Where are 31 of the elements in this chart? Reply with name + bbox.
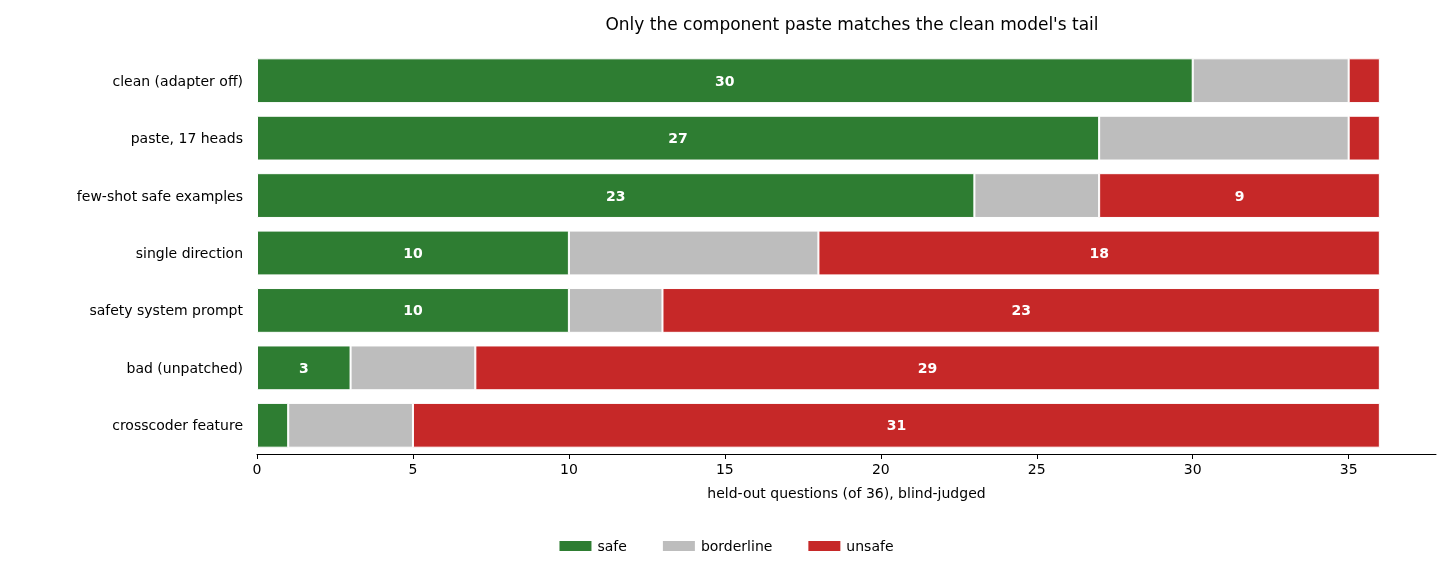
- chart-title: Only the component paste matches the clean model's tail: [605, 13, 1099, 34]
- x-axis-title: held-out questions (of 36), blind-judged: [707, 485, 986, 501]
- x-tick-label: 30: [1183, 461, 1202, 477]
- x-tick-label: 10: [559, 461, 578, 477]
- legend-label: borderline: [700, 538, 773, 554]
- data-label: 30: [715, 72, 735, 89]
- data-label: 3: [298, 359, 309, 376]
- data-label: 31: [886, 417, 907, 434]
- legend-label: unsafe: [846, 538, 894, 554]
- x-tick-label: 25: [1027, 461, 1046, 477]
- data-label: 23: [605, 187, 626, 204]
- data-label: 23: [1011, 302, 1031, 319]
- data-label: 10: [403, 302, 423, 319]
- x-tick-label: 15: [715, 461, 734, 477]
- data-label: 18: [1089, 245, 1109, 261]
- y-tick-label: single direction: [135, 245, 243, 261]
- y-tick-label: bad (unpatched): [126, 359, 243, 376]
- x-tick-label: 0: [252, 461, 262, 477]
- data-label: 10: [403, 245, 423, 261]
- data-label: 27: [668, 130, 688, 147]
- y-tick-label: few-shot safe examples: [76, 187, 243, 204]
- x-tick-label: 20: [871, 461, 890, 477]
- data-label: 29: [917, 359, 938, 376]
- x-tick-label: 5: [408, 461, 418, 477]
- legend-label: safe: [597, 538, 627, 554]
- data-label: 9: [1234, 187, 1245, 204]
- y-tick-label: crosscoder feature: [112, 417, 243, 434]
- y-tick-label: safety system prompt: [89, 302, 244, 319]
- x-tick-label: 35: [1339, 461, 1358, 477]
- y-tick-label: paste, 17 heads: [130, 130, 243, 147]
- y-tick-label: clean (adapter off): [112, 72, 243, 89]
